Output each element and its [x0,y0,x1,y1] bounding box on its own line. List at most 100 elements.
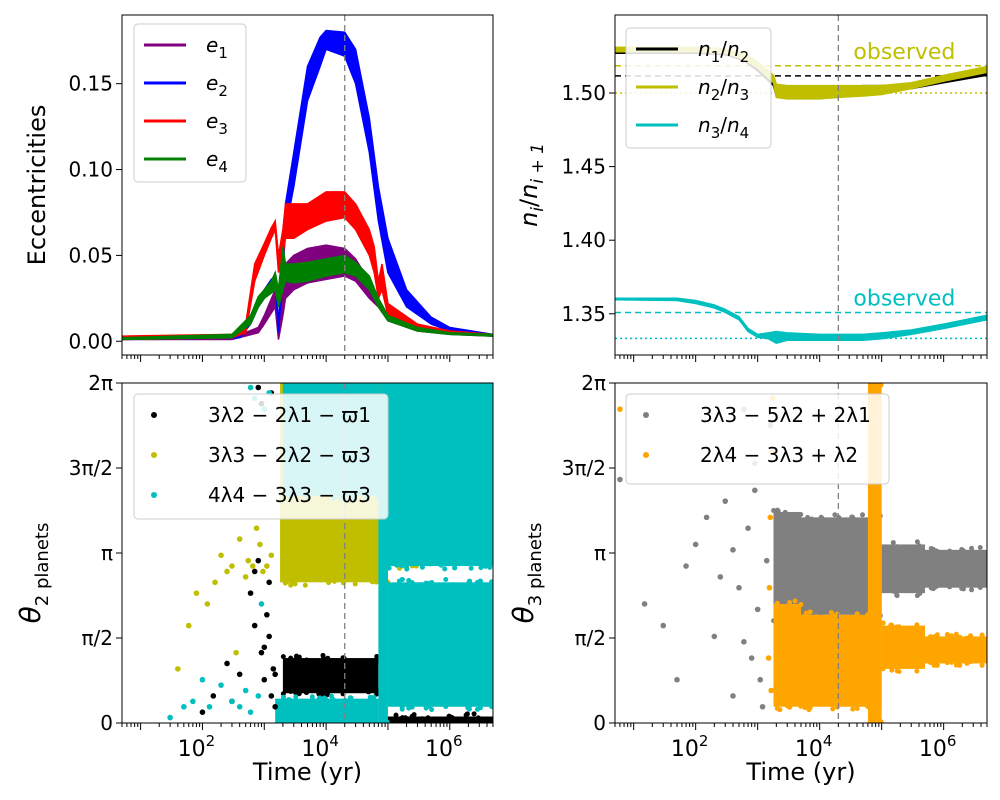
band-edge-point [452,565,458,571]
band-edge-point [878,383,884,388]
band-edge-point [406,577,412,583]
y-axis-label: Eccentricities [23,105,51,266]
band-edge-point [889,622,895,628]
legend-label: n1/n2 [698,37,749,66]
band-edge-point [803,610,809,616]
data-point [236,703,243,710]
legend-box [625,393,890,485]
data-point [660,622,667,629]
band-edge-point [347,720,353,723]
band-edge-point [489,579,493,585]
band-edge-point [342,697,348,703]
band-edge-point [828,517,834,523]
band-edge-point [944,632,950,638]
y-tick-label: 0 [593,711,606,735]
data-point [261,676,268,683]
data-point [204,601,211,607]
data-point [258,649,265,656]
band-edge-point [374,654,380,660]
band-edge-point [775,508,781,514]
legend-marker [643,412,649,418]
band-edge-point [396,701,402,707]
band-edge-point [850,706,856,712]
band-edge-point [440,383,442,384]
band-edge-point [304,690,310,696]
data-point [251,622,258,629]
band-edge-point [927,634,933,640]
period-ratio-panel: observed observed 1.35 1.40 1.45 1.50 ni/ni + … [515,14,988,362]
data-point [268,693,275,699]
y-tick-label: 1.50 [561,81,606,105]
data-point [730,547,736,553]
scatter-area [617,383,987,723]
data-point [266,579,272,586]
band-edge-point [375,383,378,384]
band-edge-point [806,707,812,713]
band-edge-point [318,577,324,583]
band-edge-point [487,383,493,386]
data-point [218,682,224,688]
data-point [210,693,217,699]
band-edge-point [386,565,392,571]
libration-band [387,582,493,707]
band-edge-point [320,652,326,658]
y-tick-label: 0.10 [68,158,113,182]
legend-label: e2 [206,71,228,100]
band-edge-point [487,564,493,570]
band-edge-point [316,691,322,697]
band-edge-point [960,582,966,588]
band-edge-point [442,566,448,572]
data-point [242,687,249,694]
band-edge-point [914,539,920,545]
band-edge-point [399,715,405,721]
data-point [261,644,268,651]
band-edge-point [328,693,334,699]
data-point [766,584,773,591]
band-edge-point [419,716,425,722]
legend-label: 3λ3 − 5λ2 + 2λ1 [700,403,871,427]
data-point [236,671,243,678]
band-edge-point [366,658,372,664]
band-edge-point [806,614,812,620]
libration-band [773,603,801,707]
band-edge-point [393,720,399,723]
y-tick-label: 0 [100,711,113,735]
data-point [193,590,200,596]
legend-marker [151,492,157,498]
data-point [767,514,774,521]
band-edge-point [483,563,489,569]
band-edge-point [304,657,310,663]
band-edge-point [449,715,455,721]
series-n3n4 [615,297,987,345]
observed-annotation: observed [853,287,955,312]
band-edge-point [883,587,889,593]
band-edge-point [953,631,959,637]
band-edge-point [393,712,399,718]
band-edge-point [477,578,483,584]
band-edge-point [399,577,405,583]
band-edge-point [302,582,308,588]
data-point [748,655,755,661]
data-point [765,655,772,661]
band-edge-point [860,512,866,518]
legend-marker [643,452,649,458]
band-edge-point [464,720,470,723]
band-edge-point [362,577,368,583]
band-edge-point [443,704,449,710]
series-e3 [122,191,493,341]
band-edge-point [402,383,408,389]
x-axis-label: Time (yr) [745,758,855,786]
band-edge-point [289,722,291,723]
data-point [242,574,249,580]
data-point [185,622,192,629]
legend-label: e1 [206,33,228,62]
band-edge-point [478,565,484,571]
band-edge-point [850,514,856,520]
libration-band [925,636,987,664]
band-edge-point [477,705,483,711]
data-point [617,406,623,412]
data-point [258,601,265,607]
band-edge-point [787,599,793,605]
band-edge-point [774,600,780,606]
data-point [229,698,235,705]
